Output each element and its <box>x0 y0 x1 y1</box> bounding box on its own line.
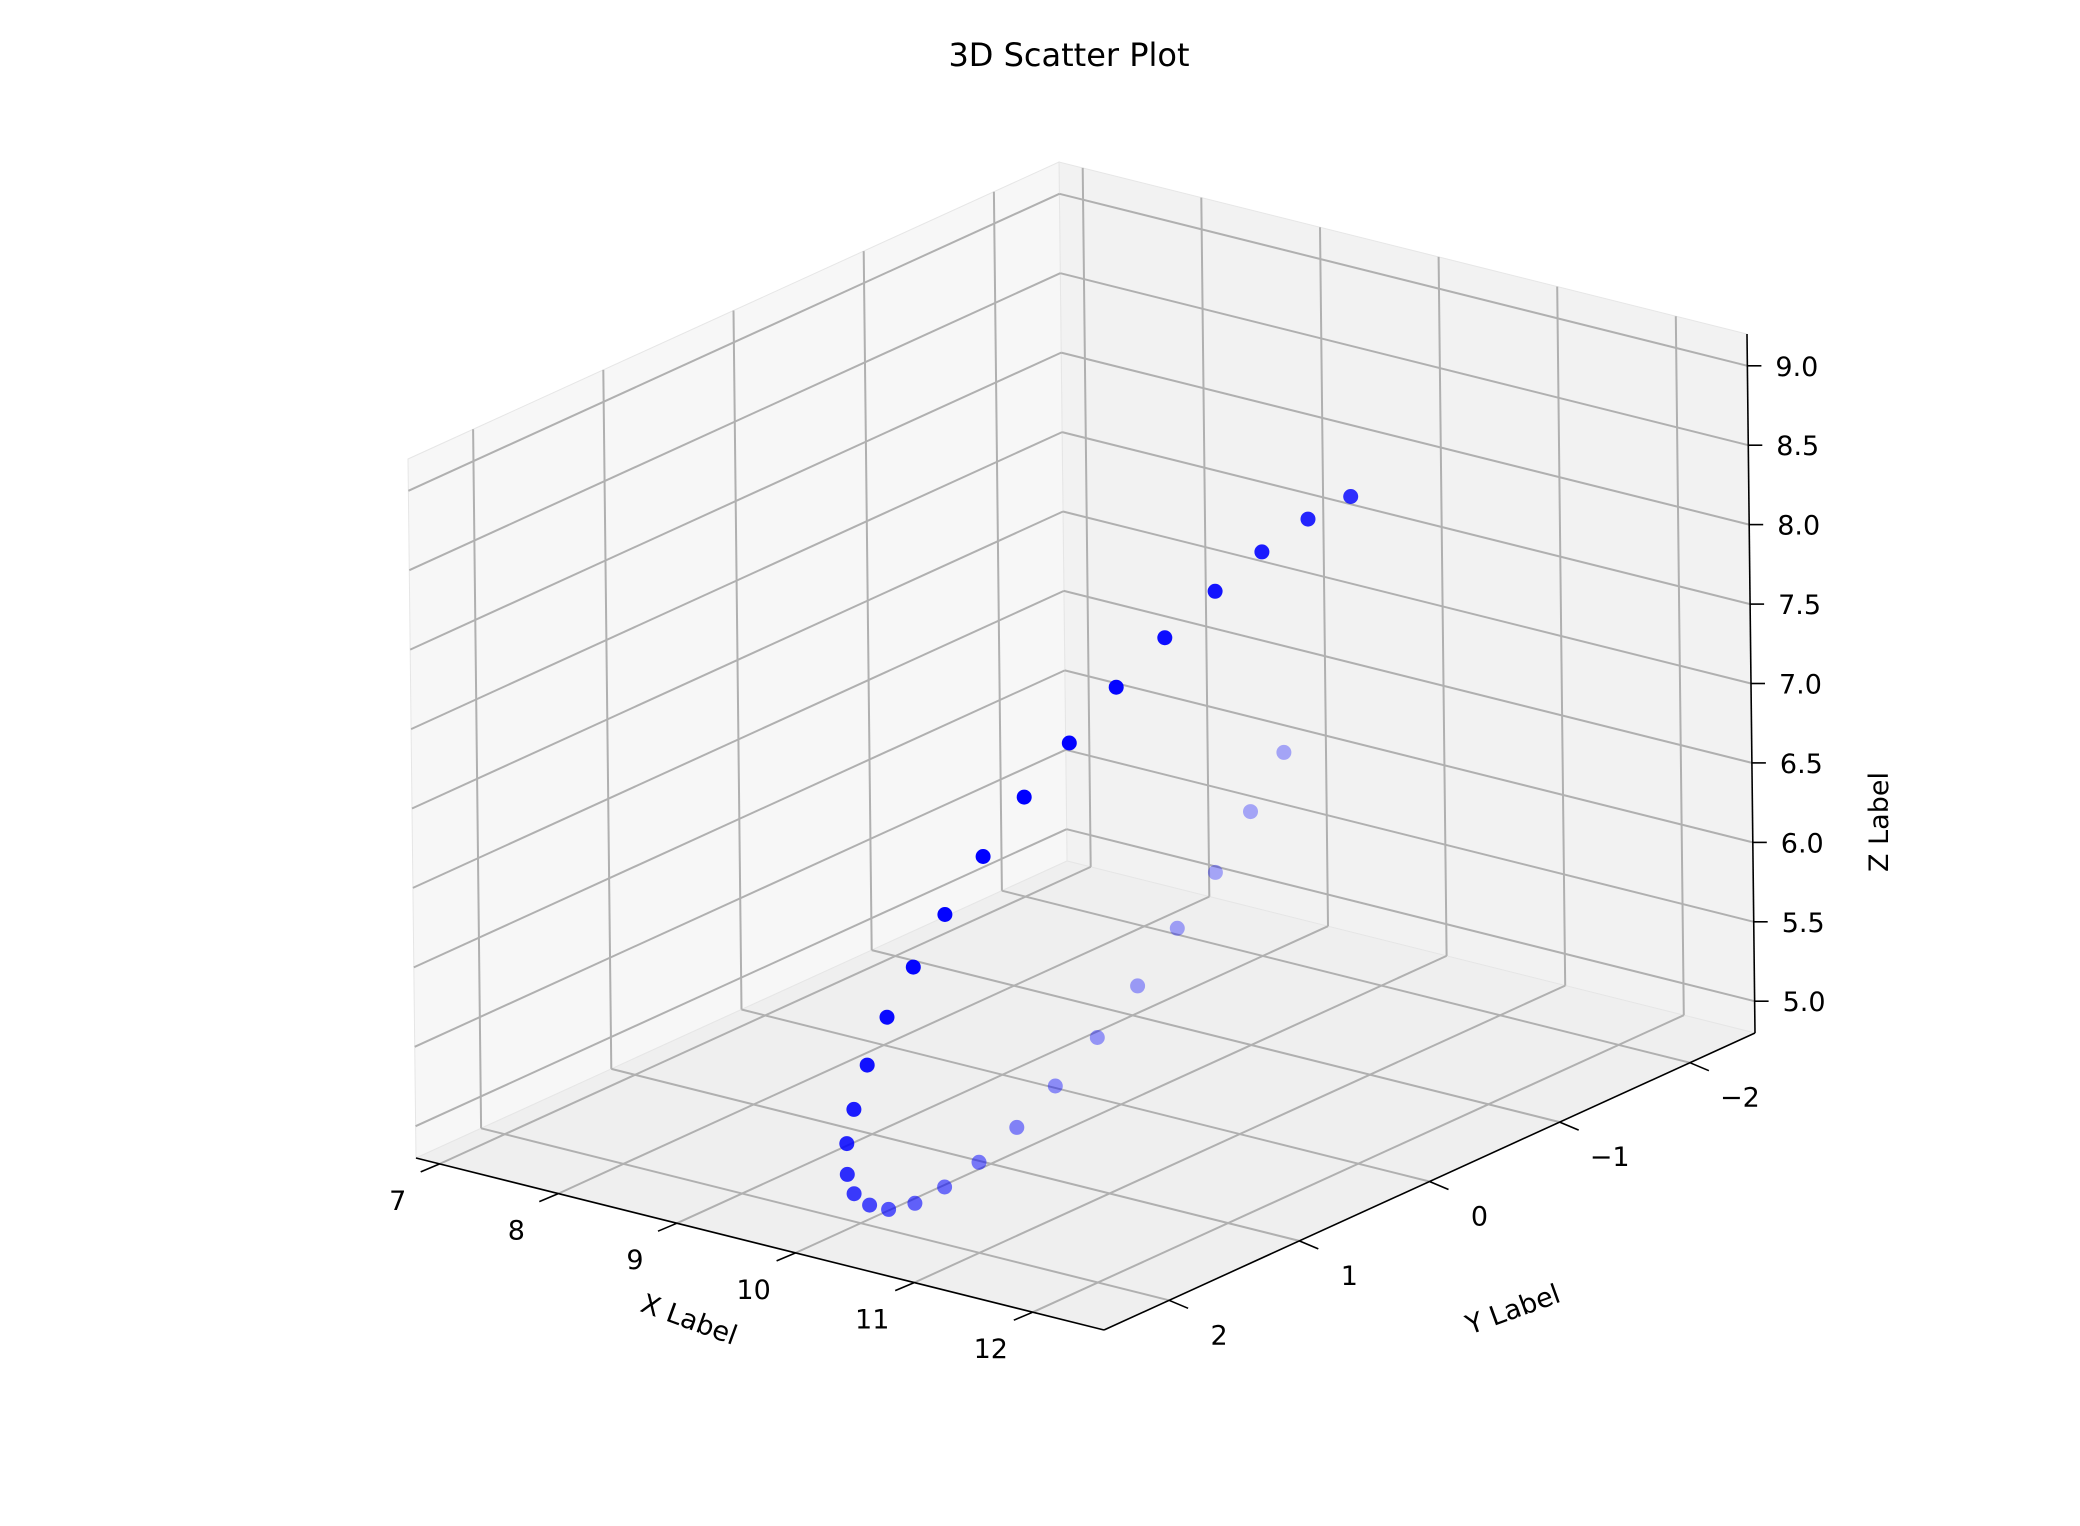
y-tick-label: −2 <box>1720 1083 1760 1114</box>
scatter-point <box>862 1197 878 1213</box>
scatter-point <box>1343 489 1359 504</box>
y-grid-line <box>602 369 613 1069</box>
scatter-point <box>1243 804 1258 820</box>
scatter-point <box>1016 789 1032 805</box>
scatter-point <box>1047 1078 1063 1094</box>
y-tick-mark <box>1689 1061 1710 1072</box>
z-tick-label: 7.5 <box>1778 590 1821 621</box>
scatter-point <box>1207 864 1223 880</box>
y-grid-line <box>741 1008 1430 1183</box>
x-grid-line <box>1200 197 1211 897</box>
scatter-point <box>1130 978 1146 994</box>
x-tick-mark <box>420 1163 441 1173</box>
scatter-point <box>846 1186 862 1202</box>
x-grid-line <box>1437 256 1448 956</box>
y-grid-line <box>611 1067 1300 1242</box>
y-grid-line <box>480 1127 1170 1302</box>
scatter-point <box>846 1101 862 1117</box>
y-tick-mark <box>1429 1180 1449 1191</box>
y-tick-mark <box>1298 1240 1319 1250</box>
y-tick-mark <box>1168 1299 1189 1310</box>
y-grid-line <box>862 251 873 951</box>
z-tick-label: 8.0 <box>1777 511 1820 542</box>
z-grid-line <box>1062 510 1752 685</box>
scatter-point <box>1061 735 1077 751</box>
y-grid-line <box>871 949 1560 1124</box>
x-grid-line <box>1319 227 1329 927</box>
z-tick-label: 6.0 <box>1781 828 1824 859</box>
z-grid-line <box>1063 589 1753 764</box>
scatter-point <box>1108 679 1124 695</box>
scatter-point <box>971 1154 987 1170</box>
y-grid-line <box>1001 889 1691 1064</box>
z-grid-line <box>1064 669 1754 844</box>
x-tick-label: 8 <box>508 1216 525 1247</box>
x-grid-line <box>1081 167 1092 867</box>
scatter-point <box>937 1179 953 1195</box>
y-tick-label: 2 <box>1211 1320 1228 1351</box>
x-axis-line <box>415 1157 1105 1331</box>
scatter-point <box>1157 630 1173 646</box>
scatter-point <box>879 1009 895 1025</box>
scatter-point <box>905 959 921 975</box>
y-tick-label: 0 <box>1471 1202 1488 1233</box>
y-tick-label: −1 <box>1590 1142 1630 1173</box>
scatter-point <box>881 1201 897 1217</box>
x-tick-mark <box>657 1222 678 1232</box>
chart-title: 3D Scatter Plot <box>948 36 1189 74</box>
scatter-point <box>1276 744 1292 760</box>
x-grid-line <box>1674 316 1685 1016</box>
x-tick-label: 10 <box>736 1275 770 1306</box>
x-grid-line <box>1556 286 1567 986</box>
scatter-point <box>859 1057 875 1073</box>
y-tick-mark <box>1559 1121 1580 1131</box>
x-tick-label: 9 <box>626 1245 643 1276</box>
x-tick-label: 7 <box>389 1186 406 1217</box>
z-grid-line <box>1060 272 1749 447</box>
x-tick-label: 11 <box>855 1305 889 1336</box>
z-grid-line <box>1065 748 1754 923</box>
x-tick-mark <box>776 1252 796 1262</box>
scatter-point <box>1254 544 1270 560</box>
x-tick-label: 12 <box>974 1334 1008 1365</box>
x-axis-label: X Label <box>637 1288 741 1351</box>
z-grid-line <box>1060 351 1750 526</box>
z-tick-label: 6.5 <box>1780 749 1823 780</box>
scatter-point <box>1169 920 1185 936</box>
z-tick-label: 5.0 <box>1783 987 1826 1018</box>
z-grid-line <box>1061 431 1751 606</box>
scatter-point <box>1009 1119 1025 1135</box>
grid-lines <box>407 167 1755 1314</box>
y-grid-line <box>732 310 743 1010</box>
y-grid-line <box>992 191 1003 891</box>
scatter-point <box>907 1195 923 1211</box>
scatter-point <box>839 1166 855 1182</box>
z-tick-label: 5.5 <box>1782 908 1825 939</box>
y-grid-line <box>472 429 483 1129</box>
scatter-point <box>1207 583 1223 599</box>
z-grid-line <box>1059 192 1748 367</box>
scatter-point <box>1300 511 1316 527</box>
x-tick-mark <box>538 1192 559 1203</box>
x-tick-mark <box>1013 1311 1034 1321</box>
z-tick-label: 8.5 <box>1776 431 1819 462</box>
y-axis-label: Y Label <box>1461 1279 1565 1342</box>
z-axis-label: Z Label <box>1864 772 1895 872</box>
scatter-point <box>975 849 991 864</box>
scatter-point <box>839 1136 855 1152</box>
x-tick-mark <box>894 1281 915 1292</box>
y-tick-label: 1 <box>1341 1261 1358 1292</box>
z-tick-label: 9.0 <box>1775 352 1818 383</box>
scatter-point <box>1089 1030 1105 1045</box>
scatter-point <box>937 907 953 922</box>
z-tick-label: 7.0 <box>1779 670 1822 701</box>
z-grid-line <box>1066 828 1755 1003</box>
axes-panes <box>407 161 1757 1331</box>
data-points <box>839 489 1359 1217</box>
